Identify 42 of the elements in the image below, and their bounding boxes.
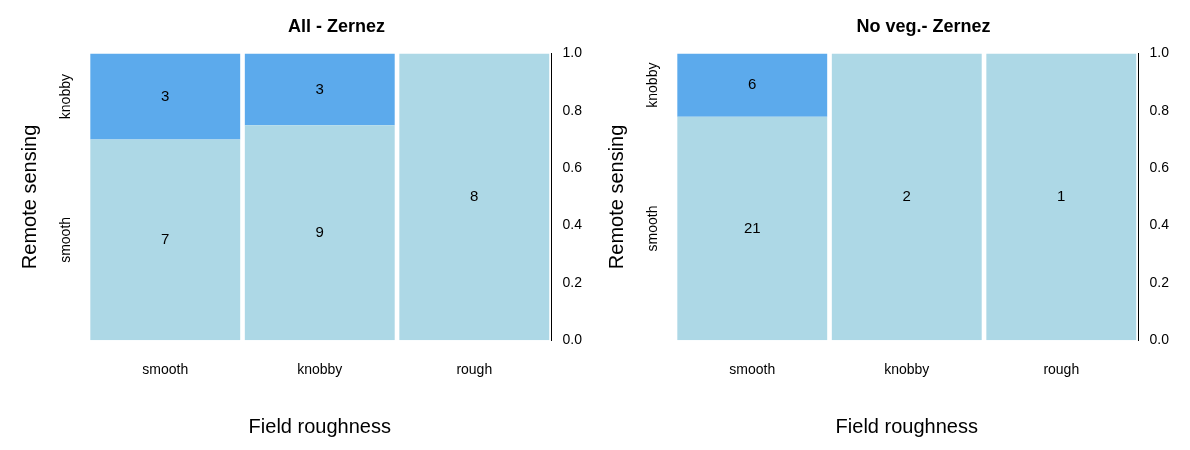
text: knobby <box>56 74 73 120</box>
text: smooth <box>56 216 73 263</box>
annotation: 2 <box>902 187 911 205</box>
y-tick-label: 0.4 <box>1149 216 1170 233</box>
bar <box>399 53 550 341</box>
bar <box>244 53 395 126</box>
bar <box>90 139 241 341</box>
annotation: 8 <box>470 187 479 205</box>
y-tick-label: 0.0 <box>562 331 583 348</box>
annotation: 7 <box>161 230 170 248</box>
annotation: 21 <box>743 218 761 236</box>
y-tick-label: 0.6 <box>562 159 583 176</box>
x-tick-label: rough <box>1043 361 1080 378</box>
y-tick-label: 0.6 <box>1149 159 1170 176</box>
annotation: 6 <box>748 75 757 93</box>
annotation: 3 <box>161 86 170 104</box>
text: smooth <box>643 205 660 252</box>
x-tick-label: rough <box>456 361 493 378</box>
annotation: 3 <box>315 79 324 97</box>
text: knobby <box>643 62 660 108</box>
x-tick-label: knobby <box>297 361 343 378</box>
x-axis-title: Field roughness <box>835 414 978 437</box>
y-tick-label: 0.2 <box>562 273 583 290</box>
bar <box>90 53 241 140</box>
y-tick-label: 1.0 <box>1149 44 1170 61</box>
y-tick-label: 0.0 <box>1149 331 1170 348</box>
y-tick-label: 0.8 <box>1149 101 1170 118</box>
x-tick-label: smooth <box>142 361 189 378</box>
x-axis-title: Field roughness <box>248 414 391 437</box>
x-tick-label: knobby <box>884 361 930 378</box>
y-tick-label: 0.4 <box>562 216 583 233</box>
annotation: 9 <box>315 222 324 240</box>
y-tick-label: 0.8 <box>562 101 583 118</box>
bar <box>244 125 395 341</box>
chart-title: No veg.- Zernez <box>856 15 991 36</box>
y-axis-title: Remote sensing <box>17 124 40 270</box>
y-tick-label: 0.2 <box>1149 273 1170 290</box>
y-axis-title: Remote sensing <box>604 124 627 270</box>
x-tick-label: smooth <box>729 361 776 378</box>
y-tick-label: 1.0 <box>562 44 583 61</box>
chart-title: All - Zernez <box>287 15 386 36</box>
annotation: 1 <box>1057 187 1066 205</box>
